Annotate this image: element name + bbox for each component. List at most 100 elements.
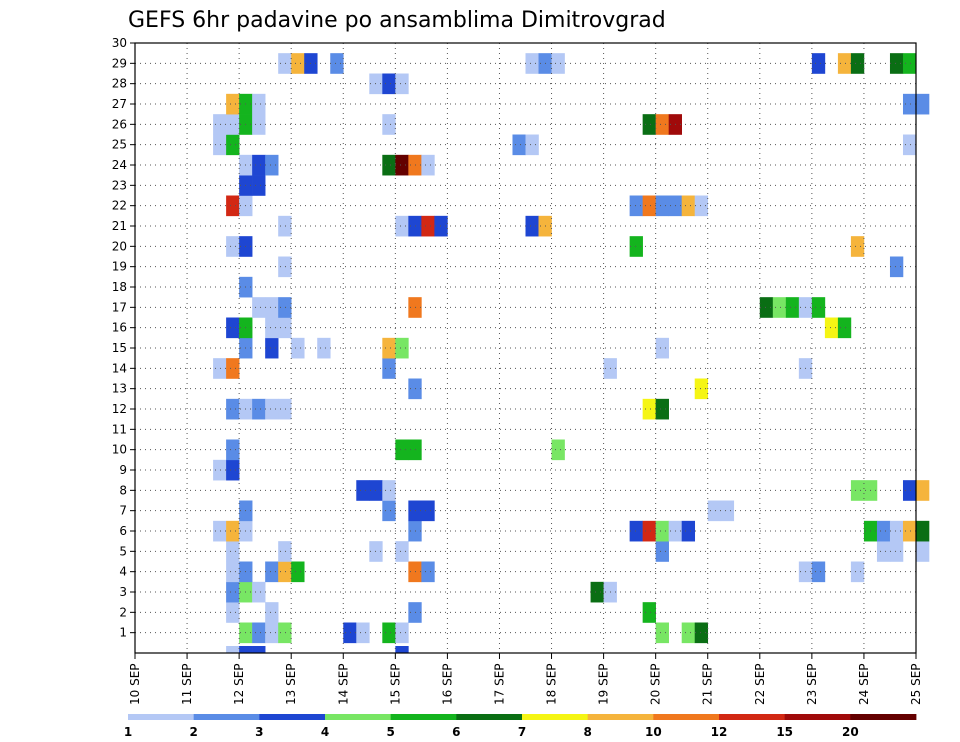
heatmap-cell (330, 53, 344, 74)
heatmap-cell (343, 622, 357, 644)
heatmap-cell (252, 622, 266, 644)
heatmap-cell (265, 297, 279, 318)
colorbar-label: 2 (189, 725, 197, 739)
heatmap-cell (655, 622, 669, 644)
heatmap-cell (655, 114, 669, 135)
x-tick-label: 18 SEP (545, 663, 559, 705)
y-tick-label: 5 (119, 544, 127, 558)
y-tick-label: 1 (119, 626, 127, 640)
heatmap-cell (291, 561, 305, 583)
heatmap-cell (291, 337, 305, 359)
heatmap-cell (629, 520, 643, 542)
heatmap-cell (252, 581, 266, 603)
heatmap-cell (226, 602, 240, 623)
x-tick-label: 16 SEP (440, 663, 454, 705)
x-tick-label: 22 SEP (753, 663, 767, 705)
heatmap-cell (278, 398, 292, 420)
heatmap-cell (226, 195, 240, 217)
y-tick-label: 22 (112, 199, 127, 213)
heatmap-cell (226, 317, 240, 339)
colorbar-label: 4 (321, 725, 329, 739)
heatmap-cell (226, 236, 240, 257)
heatmap-cell (916, 520, 930, 542)
x-axis: 10 SEP 11 SEP 12 SEP 13 SEP 14 SEP 15 SEP 16 S… (128, 653, 923, 705)
x-tick-label: 13 SEP (284, 663, 298, 705)
heatmap-cell (850, 480, 865, 501)
heatmap-cell (252, 297, 266, 318)
x-tick-label: 21 SEP (701, 663, 715, 705)
y-tick-label: 19 (112, 260, 127, 274)
heatmap-cell (902, 134, 917, 156)
y-tick-label: 8 (119, 483, 127, 497)
heatmap-cell (395, 646, 409, 654)
heatmap-cell (382, 337, 396, 359)
heatmap-cell (655, 541, 669, 562)
colorbar-swatch (325, 714, 392, 720)
colorbar-swatch (653, 714, 720, 720)
x-tick-label: 19 SEP (597, 663, 611, 705)
heatmap-cell (265, 561, 279, 583)
colorbar-swatch (193, 714, 260, 720)
heatmap-cell (902, 53, 917, 74)
heatmap-cell (655, 398, 669, 420)
heatmap-cell (707, 500, 722, 522)
heatmap-cell (421, 215, 435, 237)
chart-title: GEFS 6hr padavine po ansamblima Dimitrov… (128, 8, 666, 33)
heatmap-cell (876, 520, 891, 542)
colorbar-label: 1 (124, 725, 132, 739)
heatmap-cell (824, 317, 839, 339)
heatmap-cell (642, 602, 656, 623)
heatmap-cell (226, 114, 240, 135)
heatmap-cell (252, 154, 266, 176)
heatmap-cell (252, 114, 266, 135)
x-tick-label: 15 SEP (388, 663, 402, 705)
heatmap-cell (382, 154, 396, 176)
colorbar-swatch (259, 714, 326, 720)
y-tick-label: 21 (112, 219, 127, 233)
heatmap-cell (382, 114, 396, 135)
heatmap-cell (681, 195, 696, 217)
y-tick-label: 27 (112, 97, 127, 111)
heatmap-cell (720, 500, 735, 522)
heatmap-cell (551, 53, 565, 74)
heatmap-cell (226, 134, 240, 156)
heatmap-cell (850, 561, 865, 583)
colorbar-label: 5 (386, 725, 394, 739)
heatmap-cell (278, 53, 292, 74)
heatmap-cell (239, 646, 253, 654)
heatmap-cell (512, 134, 526, 156)
colorbar-swatch (390, 714, 457, 720)
colorbar-label: 20 (842, 725, 859, 739)
heatmap-cell (642, 114, 656, 135)
heatmap-cell (213, 520, 227, 542)
y-tick-label: 20 (112, 239, 127, 253)
heatmap-cell (694, 195, 709, 217)
heatmap-cell (785, 297, 800, 318)
y-tick-label: 26 (112, 117, 127, 131)
colorbar-swatch (522, 714, 589, 720)
heatmap-cell (213, 114, 227, 135)
heatmap-cell (681, 622, 696, 644)
colorbar-label: 7 (518, 725, 526, 739)
heatmap-cell (525, 134, 539, 156)
y-tick-label: 24 (112, 158, 127, 172)
heatmap-cell (395, 541, 409, 562)
colorbar-label: 12 (711, 725, 728, 739)
heatmap-cell (421, 500, 435, 522)
heatmap-cell (889, 541, 904, 562)
heatmap-cell (395, 622, 409, 644)
heatmap-cell (265, 602, 279, 623)
heatmap-cell (395, 73, 409, 95)
heatmap-cell (759, 297, 774, 318)
y-tick-label: 25 (112, 138, 127, 152)
heatmap-cell (889, 520, 904, 542)
heatmap-cell (226, 358, 240, 379)
heatmap-cell (265, 317, 279, 339)
heatmap-cell (252, 175, 266, 196)
x-tick-label: 20 SEP (649, 663, 663, 705)
y-axis: 1234567891011121314151617181920212223242… (112, 36, 135, 640)
y-tick-label: 23 (112, 178, 127, 192)
heatmap-cell (916, 93, 930, 115)
colorbar-legend: 1 2 3 4 5 6 7 8 10 12 15 20 (124, 714, 917, 739)
